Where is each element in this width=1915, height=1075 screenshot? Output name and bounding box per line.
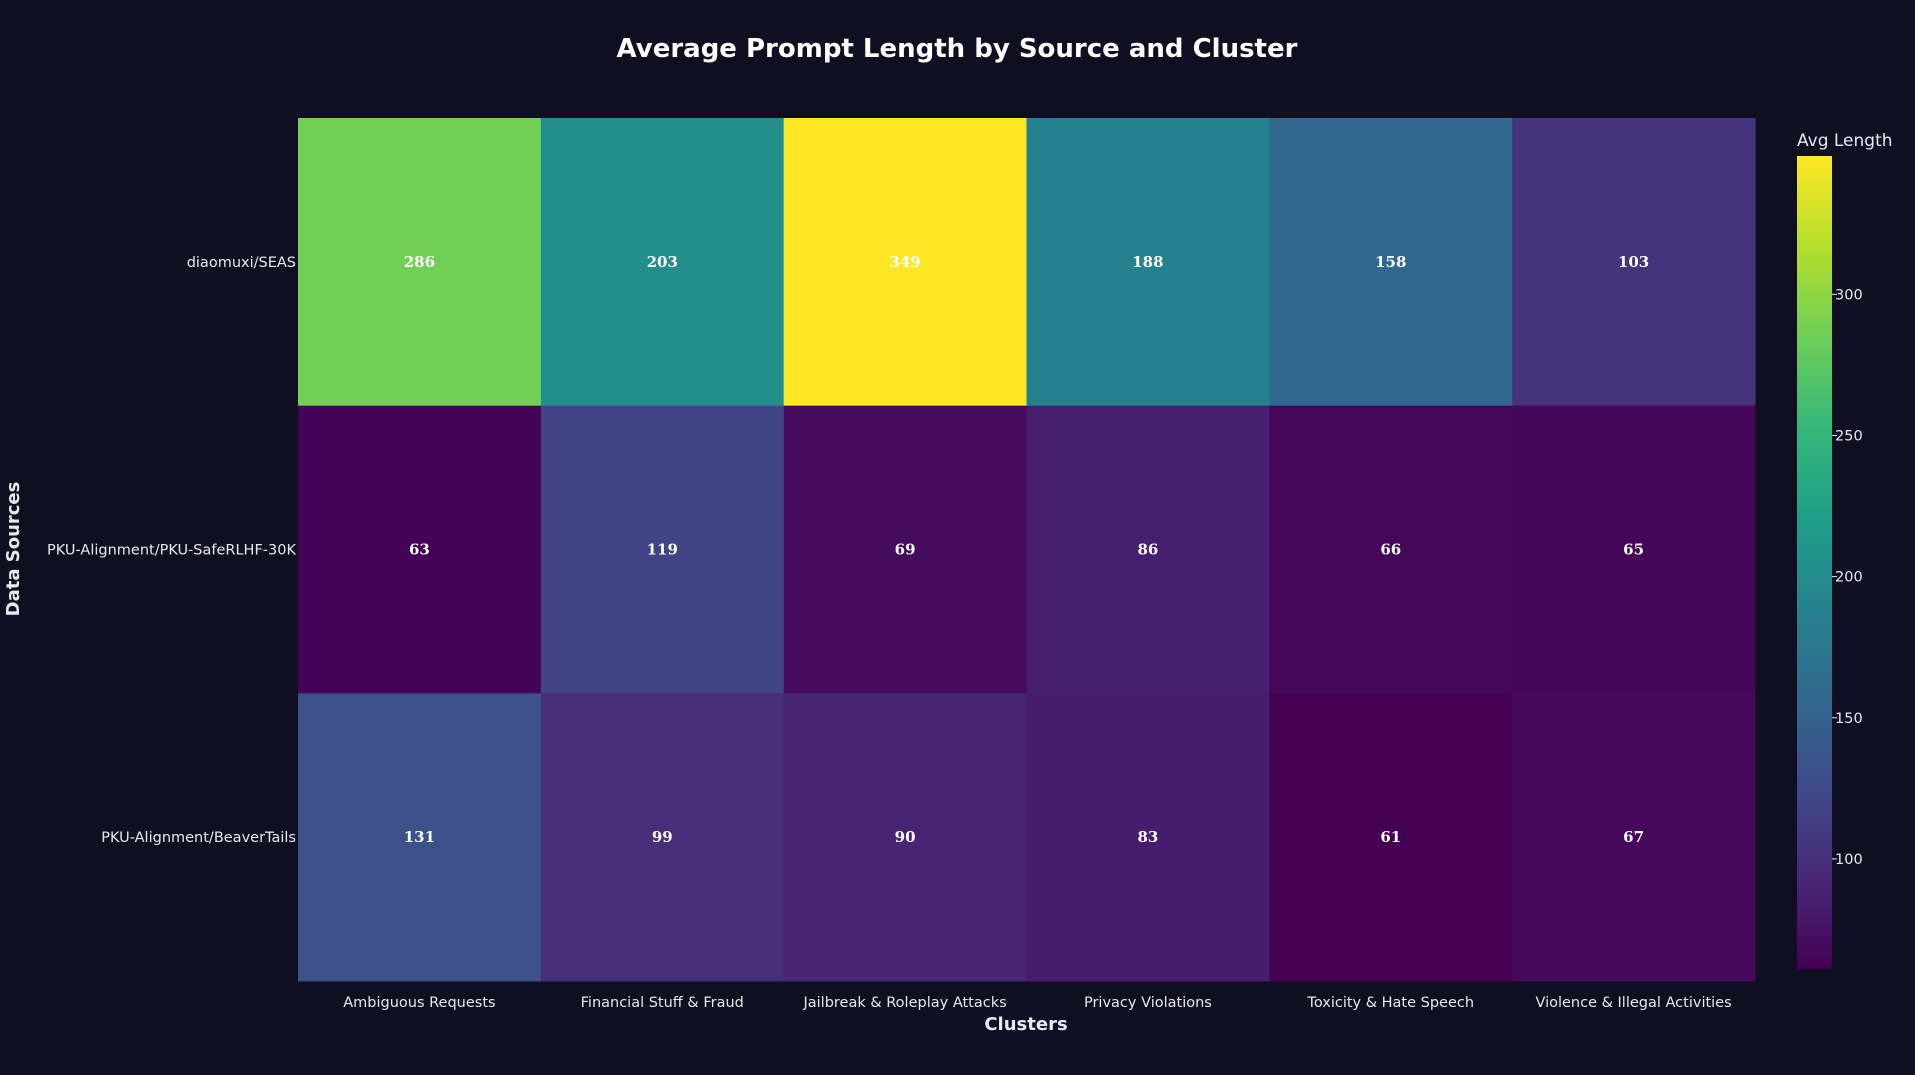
heatmap-cell bbox=[298, 693, 542, 982]
cell-value-label: 203 bbox=[647, 253, 678, 271]
chart-title: Average Prompt Length by Source and Clus… bbox=[617, 34, 1298, 64]
x-tick-label: Privacy Violations bbox=[1084, 995, 1212, 1011]
cell-value-label: 131 bbox=[404, 828, 435, 846]
heatmap-cell bbox=[1269, 693, 1513, 982]
x-tick-label: Jailbreak & Roleplay Attacks bbox=[802, 995, 1006, 1011]
colorbar-tick-label: 250 bbox=[1835, 428, 1863, 444]
heatmap-cell bbox=[1026, 405, 1270, 694]
y-tick-label: PKU-Alignment/BeaverTails bbox=[101, 830, 296, 846]
heatmap-cell bbox=[1269, 405, 1513, 694]
cell-value-label: 86 bbox=[1137, 541, 1158, 559]
x-tick-label: Financial Stuff & Fraud bbox=[581, 995, 744, 1011]
cell-labels: 286 203 349 188 158 103 63 119 69 86 66 65 131 99 90 83… bbox=[404, 253, 1649, 846]
cell-value-label: 65 bbox=[1623, 541, 1644, 559]
heatmap-cell bbox=[783, 693, 1027, 982]
cell-value-label: 67 bbox=[1623, 828, 1644, 846]
heatmap-cell bbox=[1026, 693, 1270, 982]
cell-value-label: 103 bbox=[1618, 253, 1649, 271]
cell-value-label: 188 bbox=[1132, 253, 1163, 271]
heatmap-cell bbox=[783, 405, 1027, 694]
y-tick-label: diaomuxi/SEAS bbox=[187, 255, 296, 271]
colorbar-tick-label: 200 bbox=[1835, 570, 1863, 586]
x-axis-ticks: Ambiguous Requests Financial Stuff & Frau… bbox=[343, 995, 1731, 1011]
cell-value-label: 63 bbox=[409, 541, 430, 559]
heatmap-cell bbox=[298, 118, 542, 407]
colorbar-tick-label: 300 bbox=[1835, 287, 1863, 303]
y-axis-title: Data Sources bbox=[3, 482, 24, 617]
cell-value-label: 66 bbox=[1380, 541, 1401, 559]
heatmap-cell bbox=[1512, 693, 1756, 982]
colorbar-tick-label: 100 bbox=[1835, 852, 1863, 868]
colorbar-title: Avg Length bbox=[1797, 131, 1893, 151]
cell-value-label: 90 bbox=[895, 828, 916, 846]
cell-value-label: 119 bbox=[647, 541, 678, 559]
heatmap-cells bbox=[298, 118, 1756, 982]
x-tick-label: Violence & Illegal Activities bbox=[1535, 995, 1731, 1011]
heatmap-cell bbox=[1269, 118, 1513, 407]
x-axis-title: Clusters bbox=[984, 1014, 1067, 1035]
colorbar-tick-label: 150 bbox=[1835, 711, 1863, 727]
heatmap-cell bbox=[540, 693, 785, 982]
cell-value-label: 158 bbox=[1375, 253, 1406, 271]
x-tick-label: Toxicity & Hate Speech bbox=[1306, 995, 1474, 1011]
cell-value-label: 349 bbox=[889, 253, 920, 271]
heatmap-cell bbox=[1512, 118, 1756, 407]
cell-value-label: 286 bbox=[404, 253, 435, 271]
cell-value-label: 69 bbox=[895, 541, 916, 559]
heatmap-cell bbox=[1512, 405, 1756, 694]
cell-value-label: 99 bbox=[652, 828, 673, 846]
cell-value-label: 83 bbox=[1137, 828, 1158, 846]
cell-value-label: 61 bbox=[1380, 828, 1401, 846]
y-tick-label: PKU-Alignment/PKU-SafeRLHF-30K bbox=[47, 543, 296, 559]
colorbar bbox=[1797, 156, 1832, 969]
x-tick-label: Ambiguous Requests bbox=[343, 995, 495, 1011]
heatmap-cell bbox=[540, 405, 785, 694]
heatmap-cell bbox=[298, 405, 542, 694]
heatmap-cell bbox=[540, 118, 785, 407]
heatmap-cell bbox=[1026, 118, 1270, 407]
y-axis-ticks: diaomuxi/SEAS PKU-Alignment/PKU-SafeRLHF-… bbox=[47, 255, 296, 846]
heatmap-cell bbox=[783, 118, 1027, 407]
colorbar-ticks: 100 150 200 250 300 bbox=[1832, 287, 1863, 868]
